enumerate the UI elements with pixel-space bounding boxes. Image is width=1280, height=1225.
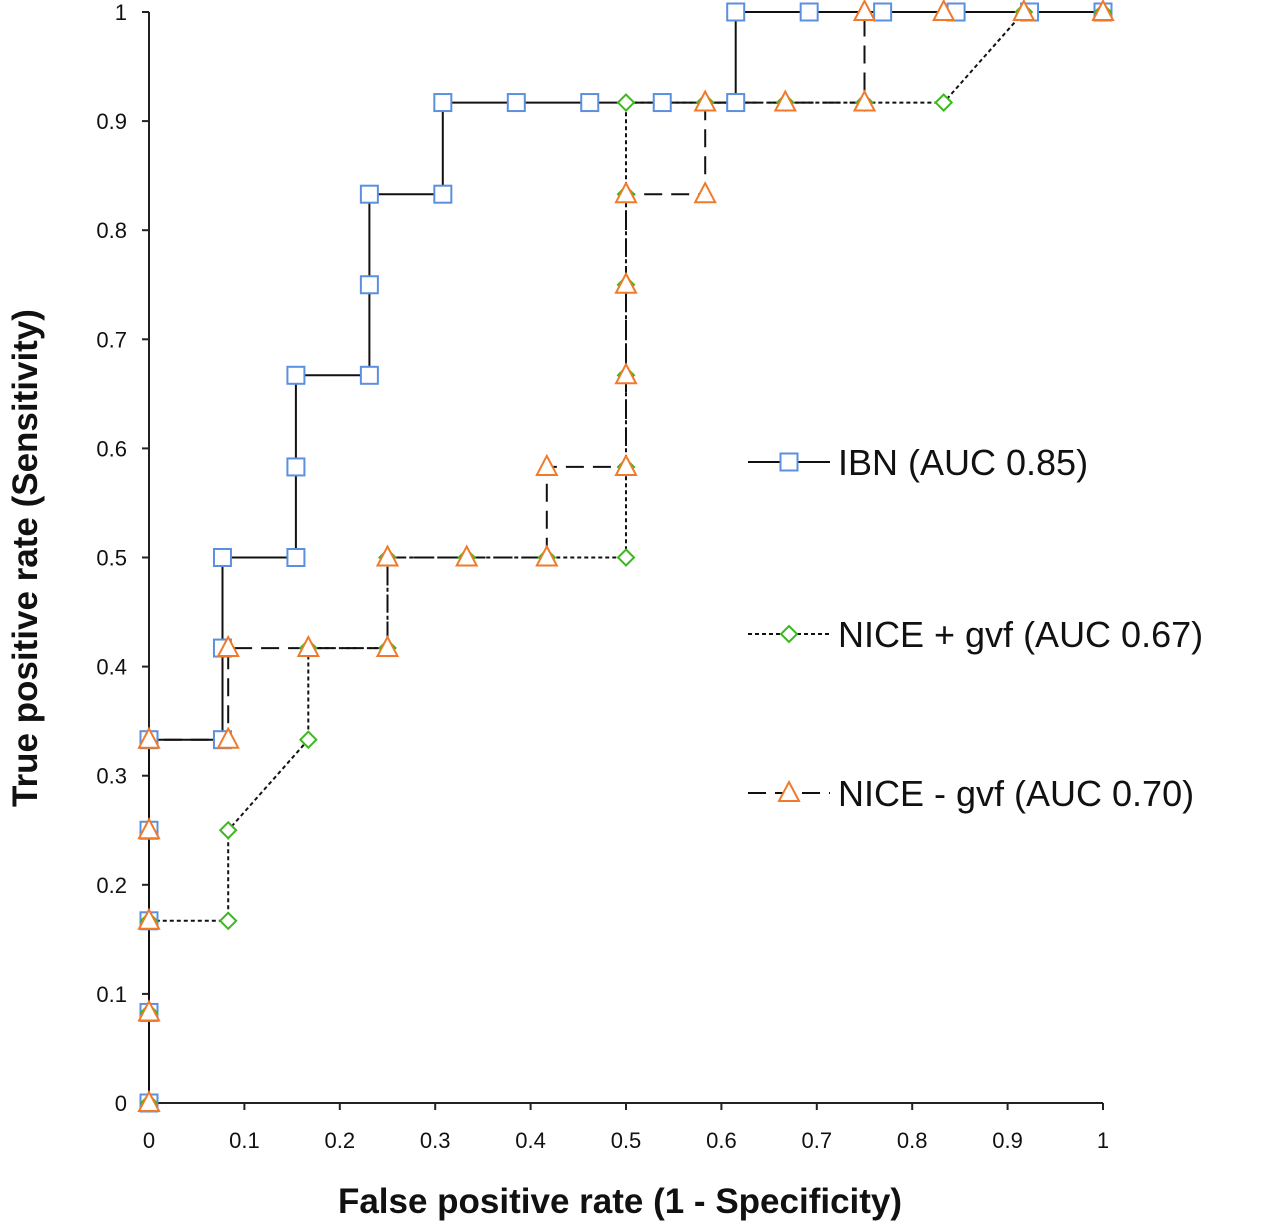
- data-point: [433, 184, 453, 204]
- data-point: [726, 93, 746, 113]
- data-point: [218, 820, 238, 840]
- data-point: [614, 181, 638, 204]
- data-point: [614, 271, 638, 294]
- data-point: [873, 2, 893, 22]
- data-point: [216, 726, 240, 749]
- x-tick-label: 0.4: [515, 1128, 546, 1153]
- data-point: [1091, 0, 1115, 21]
- data-point: [852, 89, 877, 112]
- x-tick-label: 0.9: [992, 1128, 1023, 1153]
- y-tick-label: 0.8: [96, 218, 127, 243]
- y-tick-label: 0.1: [96, 982, 127, 1007]
- y-tick-label: 0.2: [96, 873, 127, 898]
- data-point: [614, 453, 638, 476]
- data-point: [359, 184, 379, 204]
- legend-label: NICE - gvf (AUC 0.70): [838, 773, 1194, 814]
- y-tick-label: 0.5: [96, 546, 127, 571]
- legend-label: IBN (AUC 0.85): [838, 442, 1088, 483]
- data-point: [652, 93, 672, 113]
- legend: IBN (AUC 0.85) NICE + gvf (AUC 0.67) NICE …: [748, 442, 1203, 814]
- data-point: [693, 89, 717, 112]
- y-tick-label: 0.4: [96, 655, 127, 680]
- data-point: [932, 0, 956, 21]
- data-point: [137, 1089, 161, 1112]
- data-point: [286, 457, 306, 477]
- data-point: [137, 999, 161, 1022]
- data-point: [137, 907, 161, 930]
- data-point: [296, 634, 320, 658]
- data-point: [616, 548, 636, 567]
- data-point: [359, 365, 379, 385]
- y-tick-label: 0: [115, 1091, 127, 1116]
- x-tick-label: 0.3: [420, 1128, 451, 1153]
- data-point: [286, 548, 306, 567]
- y-axis-title: True positive rate (Sensitivity): [6, 309, 45, 807]
- series-markers-triangle: [137, 0, 1115, 1112]
- data-point: [506, 93, 526, 113]
- data-point: [773, 89, 797, 112]
- series-layer: [137, 0, 1115, 1113]
- y-tick-label: 0.6: [96, 436, 127, 461]
- x-tick-label: 0.8: [897, 1128, 928, 1153]
- data-point: [535, 544, 559, 567]
- data-point: [934, 93, 954, 112]
- data-point: [616, 93, 636, 112]
- data-point: [218, 911, 238, 931]
- data-point: [693, 181, 717, 204]
- x-tick-label: 0.2: [325, 1128, 356, 1153]
- data-point: [216, 634, 240, 658]
- y-tick-label: 1: [115, 0, 127, 25]
- data-point: [137, 726, 161, 749]
- legend-marker-diamond: [779, 624, 799, 644]
- data-point: [1012, 0, 1036, 21]
- legend-marker-triangle: [777, 779, 801, 802]
- x-tick-label: 0.6: [706, 1128, 737, 1153]
- data-point: [375, 544, 400, 567]
- data-point: [212, 548, 232, 567]
- y-tick-label: 0.7: [96, 327, 127, 352]
- y-tick-label: 0.9: [96, 109, 127, 134]
- data-point: [137, 817, 161, 840]
- data-point: [375, 634, 400, 658]
- data-point: [799, 2, 819, 22]
- x-tick-label: 0.1: [229, 1128, 260, 1153]
- x-tick-label: 1: [1097, 1128, 1109, 1153]
- data-point: [286, 365, 306, 385]
- legend-marker-square: [779, 452, 799, 472]
- x-tick-label: 0.5: [611, 1128, 642, 1153]
- data-point: [433, 93, 453, 113]
- data-point: [852, 0, 877, 21]
- data-point: [580, 93, 600, 113]
- axes: 0 0.1 0.2 0.3 0.4 0.5 0.6 0.7 0.8 0.9 1 0 0.1 0.2 0.3 0…: [96, 0, 1109, 1153]
- data-point: [535, 453, 559, 476]
- data-point: [298, 730, 318, 750]
- data-point: [614, 362, 638, 385]
- series-line: [148, 11, 1103, 1103]
- y-tick-label: 0.3: [96, 764, 127, 789]
- series-square: [148, 11, 1103, 1103]
- data-point: [455, 544, 479, 567]
- data-point: [359, 275, 379, 295]
- x-axis-title: False positive rate (1 - Specificity): [338, 1182, 902, 1221]
- x-tick-label: 0: [143, 1128, 155, 1153]
- x-tick-label: 0.7: [802, 1128, 833, 1153]
- legend-label: NICE + gvf (AUC 0.67): [838, 614, 1203, 655]
- data-point: [726, 2, 746, 22]
